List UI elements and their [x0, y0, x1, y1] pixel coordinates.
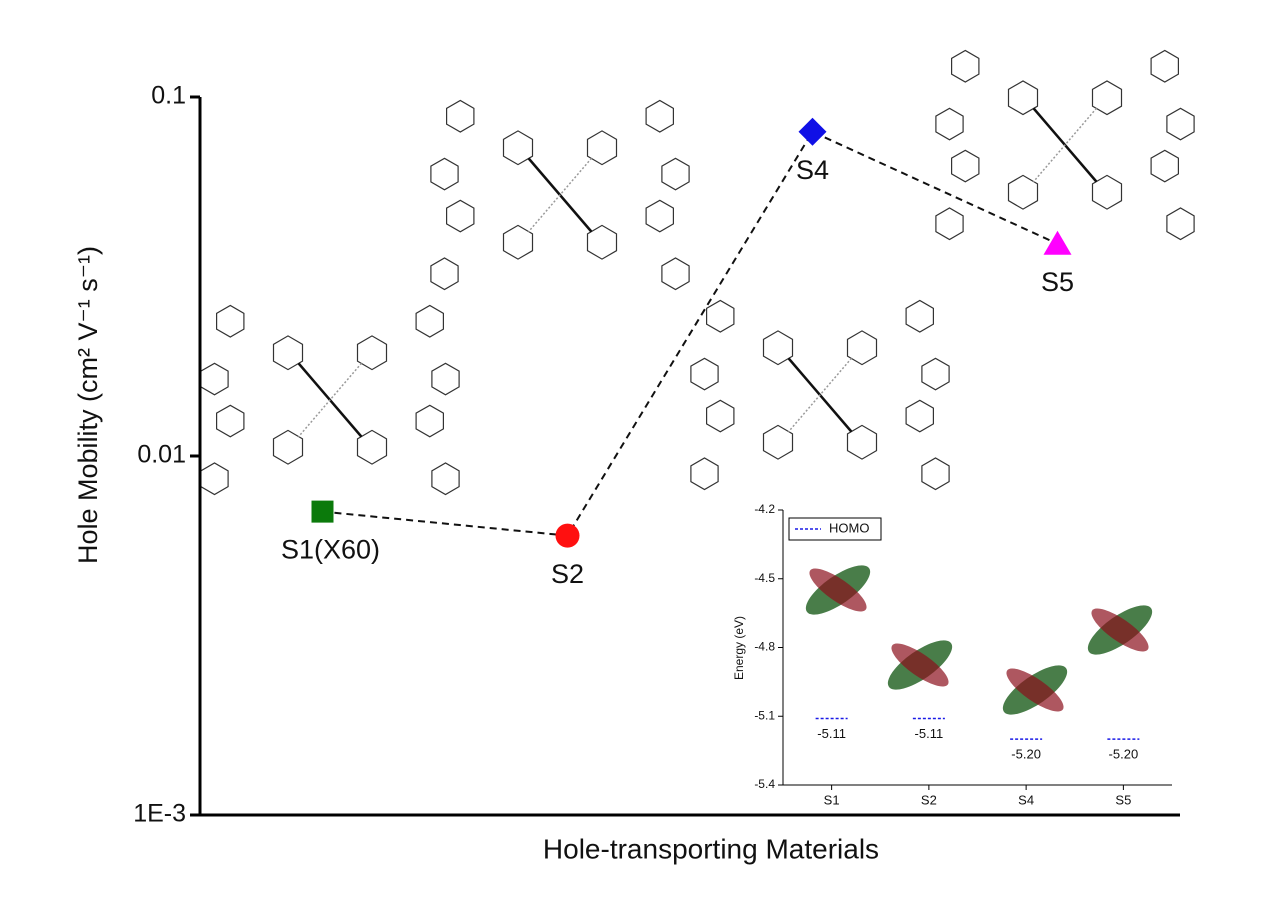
- ring: [586, 130, 618, 166]
- ring: [921, 457, 950, 491]
- ring: [430, 157, 459, 191]
- ring: [661, 157, 690, 191]
- ring: [356, 429, 388, 465]
- ring: [446, 99, 475, 133]
- bond: [527, 157, 593, 233]
- ring: [272, 335, 304, 371]
- ring: [951, 149, 980, 183]
- inset-y-tick-label: -4.5: [754, 571, 775, 585]
- y-tick-label: 1E-3: [133, 800, 186, 828]
- x-axis-label: Hole-transporting Materials: [543, 833, 879, 864]
- marker: [1043, 230, 1072, 255]
- ring: [846, 330, 878, 366]
- ring: [846, 424, 878, 460]
- ring: [951, 49, 980, 83]
- y-tick-label: 0.1: [151, 82, 186, 110]
- ring: [356, 335, 388, 371]
- inset-x-tick-label: S5: [1115, 792, 1131, 807]
- point-label: S4: [796, 155, 829, 185]
- ring: [905, 299, 934, 333]
- y-tick-label: 0.01: [137, 441, 186, 469]
- bond: [787, 357, 853, 433]
- ring: [935, 107, 964, 141]
- ring: [1150, 49, 1179, 83]
- ring: [415, 404, 444, 438]
- ring: [762, 330, 794, 366]
- ring: [921, 357, 950, 391]
- ring: [430, 257, 459, 291]
- orbital: [1006, 668, 1064, 712]
- legend-label: HOMO: [829, 520, 869, 535]
- inset-y-tick-label: -4.8: [754, 640, 775, 654]
- ring: [1007, 174, 1039, 210]
- bond: [1032, 107, 1098, 183]
- ring: [645, 199, 674, 233]
- ring: [1091, 174, 1123, 210]
- ring: [446, 199, 475, 233]
- ring: [216, 304, 245, 338]
- ring: [200, 462, 229, 496]
- homo-value-label: -5.11: [817, 726, 846, 741]
- orbital: [891, 643, 949, 687]
- marker: [555, 523, 580, 548]
- inset-x-tick-label: S2: [921, 792, 937, 807]
- ring: [762, 424, 794, 460]
- ring: [1166, 207, 1195, 241]
- ring: [431, 462, 460, 496]
- ring: [272, 429, 304, 465]
- ring: [1091, 80, 1123, 116]
- ring: [216, 404, 245, 438]
- inset-y-tick-label: -5.4: [754, 777, 775, 791]
- ring: [200, 362, 229, 396]
- ring: [690, 457, 719, 491]
- ring: [706, 399, 735, 433]
- bond: [297, 362, 363, 438]
- orbital: [809, 568, 867, 612]
- ring: [935, 207, 964, 241]
- molecular-structures: [200, 49, 1195, 715]
- point-label: S5: [1041, 267, 1074, 297]
- inset-y-tick-label: -5.1: [754, 708, 775, 722]
- inset-x-tick-label: S4: [1018, 792, 1034, 807]
- ring: [1166, 107, 1195, 141]
- homo-value-label: -5.20: [1109, 747, 1139, 762]
- ring: [502, 224, 534, 260]
- marker: [798, 117, 827, 146]
- ring: [706, 299, 735, 333]
- marker: [311, 500, 334, 523]
- orbital: [1091, 608, 1149, 652]
- ring: [690, 357, 719, 391]
- ring: [661, 257, 690, 291]
- ring: [415, 304, 444, 338]
- y-axis-label: Hole Mobility (cm² V⁻¹ s⁻¹): [73, 246, 103, 564]
- inset-y-tick-label: -4.2: [754, 502, 775, 516]
- homo-value-label: -5.20: [1011, 747, 1041, 762]
- ring: [905, 399, 934, 433]
- homo-value-label: -5.11: [915, 726, 944, 741]
- ring: [586, 224, 618, 260]
- legend-box: [788, 517, 882, 541]
- point-label: S2: [551, 559, 584, 589]
- point-label: S1(X60): [281, 535, 380, 565]
- ring: [1007, 80, 1039, 116]
- inset-y-axis-label: Energy (eV): [732, 616, 746, 680]
- ring: [502, 130, 534, 166]
- connector-line: [322, 130, 1058, 537]
- ring: [645, 99, 674, 133]
- ring: [431, 362, 460, 396]
- inset-x-tick-label: S1: [824, 792, 840, 807]
- ring: [1150, 149, 1179, 183]
